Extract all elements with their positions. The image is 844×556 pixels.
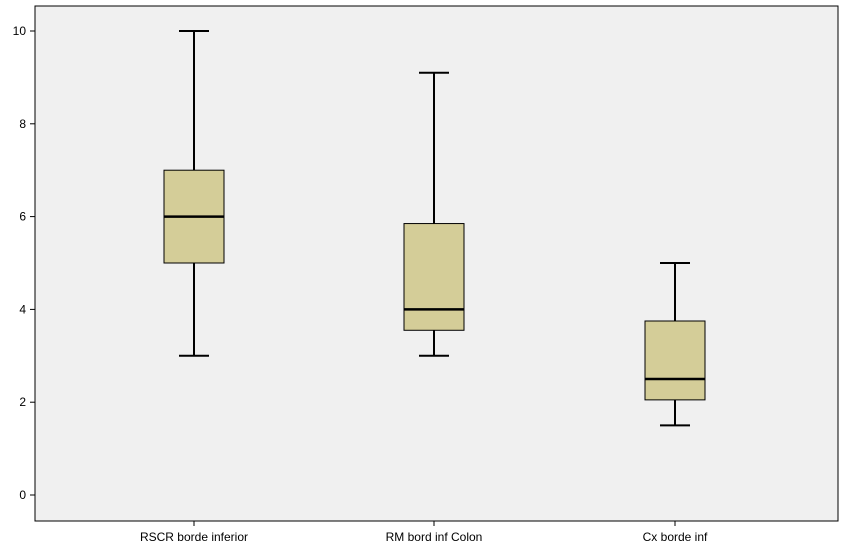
y-tick-label: 8 (19, 117, 26, 131)
y-tick-label: 6 (19, 210, 26, 224)
box-group (163, 30, 225, 357)
x-tick-label: RSCR borde inferior (140, 530, 248, 544)
y-tick-label: 0 (19, 488, 26, 502)
x-tick-label: Cx borde inf (643, 530, 708, 544)
y-axis: 0 2 4 6 8 10 (13, 24, 35, 502)
iqr-box (644, 320, 706, 401)
box-group (403, 71, 465, 357)
x-axis: RSCR borde inferior RM bord inf Colon Cx b… (140, 521, 708, 544)
iqr-box (403, 223, 465, 331)
y-tick-label: 10 (13, 24, 27, 38)
y-tick-label: 4 (19, 302, 26, 316)
x-tick-label: RM bord inf Colon (386, 530, 483, 544)
box-group (644, 262, 706, 427)
boxes (163, 30, 706, 427)
y-tick-label: 2 (19, 395, 26, 409)
